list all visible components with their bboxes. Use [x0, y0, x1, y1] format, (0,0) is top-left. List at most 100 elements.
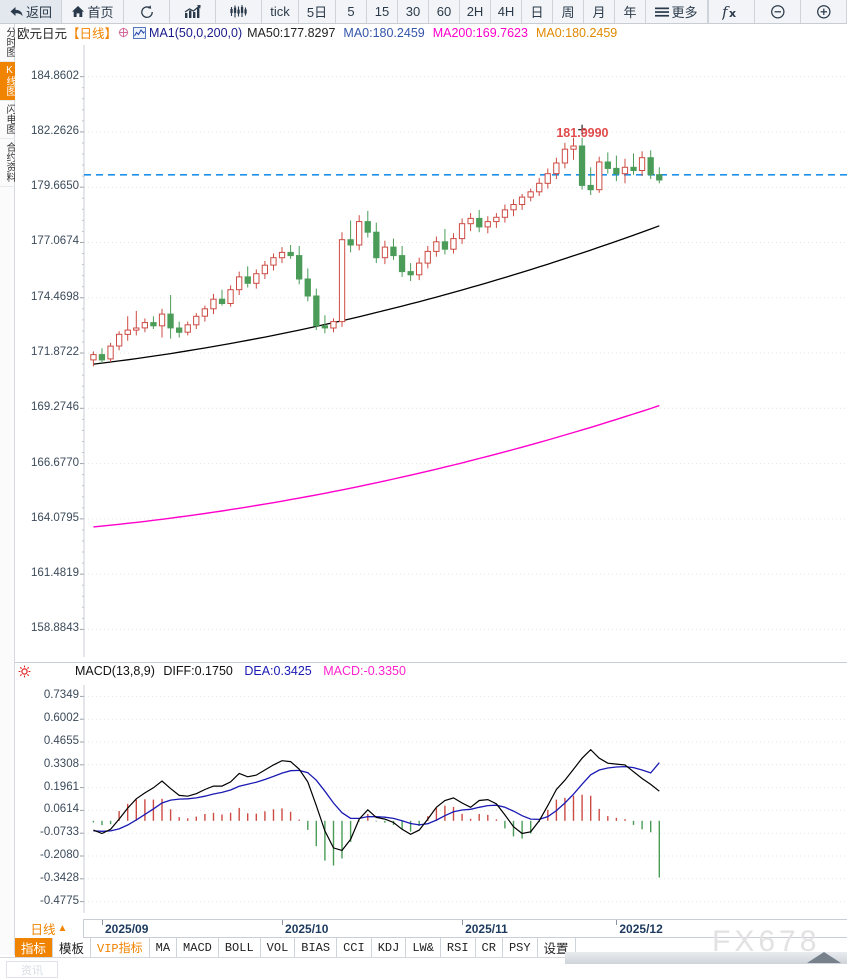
period-selector[interactable]: 日线 ▲: [15, 919, 84, 938]
macd-y-axis-label: 0.0614: [43, 803, 79, 816]
period-tick-button-label: tick: [270, 4, 290, 19]
period-selector-label: 日线: [30, 923, 56, 937]
date-axis-tick: [616, 920, 618, 925]
macd-y-axis-label: 0.7349: [43, 689, 79, 702]
back-button[interactable]: 返回: [0, 0, 62, 23]
price-chart-legend: 欧元日元 【日线】 MA1(50,0,200,0) MA50:177.8297 …: [15, 24, 847, 42]
period-4h-button[interactable]: 4H: [491, 0, 522, 23]
sidebar-item-timeshare[interactable]: 分时图: [0, 24, 15, 62]
tab-ma[interactable]: MA: [150, 938, 178, 957]
ma50-value: MA50:177.8297: [247, 25, 336, 40]
price-y-axis-label: 179.6650: [31, 180, 79, 193]
tab-indicator[interactable]: 指标: [15, 938, 54, 957]
tab-cr[interactable]: CR: [476, 938, 503, 957]
macd-settings-icon[interactable]: [18, 665, 31, 678]
sidebar-item-lightning[interactable]: 闪电图: [0, 101, 15, 139]
ma0-value-a: MA0:180.2459: [343, 25, 425, 40]
period-30min-button[interactable]: 30: [398, 0, 429, 23]
tab-rsi[interactable]: RSI: [441, 938, 476, 957]
scroll-up-arrow-icon[interactable]: [807, 952, 841, 963]
sidebar-item-kline[interactable]: K线图: [0, 62, 15, 101]
price-y-axis-label: 177.0674: [31, 235, 79, 248]
price-chart-pane[interactable]: 欧元日元 【日线】 MA1(50,0,200,0) MA50:177.8297 …: [15, 24, 847, 663]
period-60min-button[interactable]: 60: [429, 0, 460, 23]
period-month-button-label: 月: [592, 5, 606, 20]
period-day-button-label: 日: [530, 5, 544, 20]
macd-y-axis-label: 0.1961: [43, 780, 79, 793]
chart-type-button[interactable]: [170, 0, 216, 23]
zoom-in-button[interactable]: [801, 0, 847, 23]
price-y-axis-label: 184.8602: [31, 69, 79, 82]
period-2h-button[interactable]: 2H: [460, 0, 491, 23]
period-month-button[interactable]: 月: [584, 0, 615, 23]
bar-chart-icon: [184, 4, 202, 19]
tab-template[interactable]: 模板: [53, 938, 92, 957]
macd-y-axis-label: 0.6002: [43, 712, 79, 725]
tab-psy[interactable]: PSY: [503, 938, 538, 957]
arrow-left-icon: [9, 5, 24, 18]
period-4h-button-label: 4H: [497, 4, 515, 19]
settings-gear-icon[interactable]: [118, 27, 129, 38]
period-tick-button[interactable]: tick: [262, 0, 299, 23]
price-y-axis-label: 171.8722: [31, 346, 79, 359]
macd-hist-value: MACD:-0.3350: [323, 664, 406, 678]
horizontal-scrollbar[interactable]: [565, 952, 847, 964]
date-axis-label: 2025/12: [619, 922, 663, 936]
period-5day-button-label: 5日: [306, 5, 328, 20]
period-60min-button-label: 60: [436, 4, 452, 19]
zoom-out-button[interactable]: [755, 0, 801, 23]
date-axis-tick: [462, 920, 464, 925]
tab-vol[interactable]: VOL: [261, 938, 296, 957]
date-axis-tick: [102, 920, 103, 925]
price-plot-area[interactable]: 184.8602 182.2626 179.6650 177.0674 174.4698…: [15, 41, 847, 661]
macd-plot-area[interactable]: 0.7349 0.6002 0.4655 0.3308 0.1961 0.0614 -0.0…: [15, 681, 847, 919]
date-axis: 2025/09 2025/10 2025/11 2025/12: [15, 919, 847, 938]
main-toolbar: 返回 首页 tick 5日 5 15 30 60 2H 4H 日 周 月 年 更多 f x: [0, 0, 847, 24]
tab-boll[interactable]: BOLL: [219, 938, 261, 957]
tab-macd[interactable]: MACD: [177, 938, 219, 957]
home-icon: [71, 5, 85, 18]
symbol-name: 欧元日元: [17, 27, 68, 41]
price-y-axis-label: 166.6770: [31, 456, 79, 469]
home-button[interactable]: 首页: [62, 0, 124, 23]
more-button[interactable]: 更多: [646, 0, 708, 23]
macd-y-axis-label: -0.4775: [39, 894, 79, 907]
svg-text:f: f: [722, 4, 730, 20]
price-y-axis-label: 174.4698: [31, 290, 79, 303]
macd-dea-value: DEA:0.3425: [244, 664, 312, 678]
price-y-axis-label: 164.0795: [31, 511, 79, 524]
home-button-label: 首页: [87, 5, 114, 20]
tab-kdj[interactable]: KDJ: [372, 938, 407, 957]
macd-y-axis-label: -0.3428: [39, 871, 79, 884]
period-year-button[interactable]: 年: [615, 0, 646, 23]
period-5min-button[interactable]: 5: [336, 0, 367, 23]
period-day-button[interactable]: 日: [522, 0, 553, 23]
date-axis-label: 2025/10: [285, 922, 329, 936]
period-week-button[interactable]: 周: [553, 0, 584, 23]
tab-settings[interactable]: 设置: [538, 938, 576, 957]
period-15min-button[interactable]: 15: [367, 0, 398, 23]
macd-formula-label: MACD(13,8,9): [75, 664, 155, 678]
tab-lwr[interactable]: LW&: [406, 938, 441, 957]
tab-bias[interactable]: BIAS: [295, 938, 338, 957]
candle-type-button[interactable]: [216, 0, 262, 23]
bottom-status-bar: 资讯: [0, 952, 847, 978]
ma-indicator-icon[interactable]: [133, 26, 147, 39]
sidebar-item-contract[interactable]: 合约资料: [0, 139, 15, 187]
period-5day-button[interactable]: 5日: [299, 0, 336, 23]
period-week-button-label: 周: [561, 5, 575, 20]
ma200-value: MA200:169.7623: [432, 25, 528, 40]
ma0-value-b: MA0:180.2459: [535, 25, 618, 40]
back-button-label: 返回: [25, 5, 52, 20]
tab-vip-indicator[interactable]: VIP指标: [91, 938, 150, 957]
news-tab[interactable]: 资讯: [6, 961, 58, 978]
macd-y-axis-label: 0.3308: [43, 757, 79, 770]
svg-text:x: x: [729, 7, 736, 20]
refresh-button[interactable]: [124, 0, 170, 23]
toolbar-spacer: [708, 0, 709, 23]
tab-cci[interactable]: CCI: [337, 938, 372, 957]
price-callout-label: 181.9990: [556, 125, 609, 140]
macd-pane[interactable]: MACD(13,8,9) DIFF:0.1750 DEA:0.3425 MACD…: [15, 664, 847, 919]
